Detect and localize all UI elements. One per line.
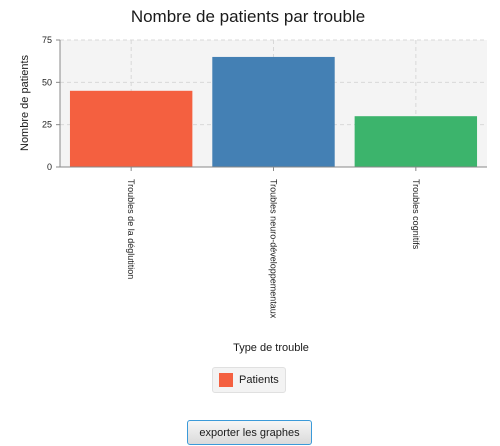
y-tick-label: 25 bbox=[42, 120, 52, 130]
export-graphs-button[interactable]: exporter les graphes bbox=[187, 420, 312, 445]
x-axis-title: Type de trouble bbox=[233, 342, 309, 354]
y-axis-title: Nombre de patients bbox=[19, 55, 31, 151]
chart-legend: Patients bbox=[212, 367, 286, 393]
bar-3 bbox=[354, 116, 478, 167]
bar-1 bbox=[69, 90, 193, 167]
x-category-label: Troubles de la déglutition bbox=[126, 179, 136, 279]
y-tick-label: 0 bbox=[47, 162, 52, 172]
legend-swatch bbox=[219, 373, 233, 387]
y-tick-label: 50 bbox=[42, 77, 52, 87]
bar-2 bbox=[212, 56, 335, 167]
legend-label: Patients bbox=[239, 374, 279, 386]
x-category-label: Troubles cognitifs bbox=[411, 179, 421, 250]
x-category-label: Troubles neuro-développementaux bbox=[269, 179, 279, 319]
chart-title: Nombre de patients par trouble bbox=[131, 7, 365, 26]
bar-chart: Nombre de patients par trouble 0 25 50 75 T… bbox=[19, 7, 487, 354]
y-tick-label: 75 bbox=[42, 35, 52, 45]
